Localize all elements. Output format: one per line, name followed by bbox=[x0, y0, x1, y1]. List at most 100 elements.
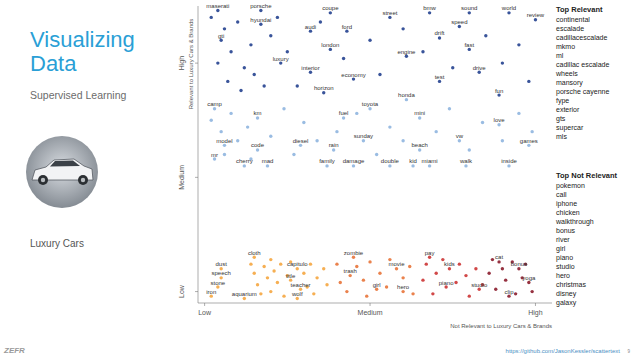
list-term: continental bbox=[556, 16, 590, 23]
list-term: iphone bbox=[556, 200, 577, 208]
point bbox=[435, 130, 438, 133]
term-label: cherry bbox=[236, 158, 253, 164]
point bbox=[229, 50, 232, 53]
point bbox=[329, 11, 332, 14]
point bbox=[378, 73, 381, 76]
point bbox=[408, 265, 411, 268]
term-label: hyundai bbox=[250, 17, 271, 23]
point bbox=[243, 297, 246, 300]
y-tick bbox=[195, 63, 198, 64]
point bbox=[421, 50, 424, 53]
subtitle: Supervised Learning bbox=[30, 89, 126, 101]
point bbox=[438, 36, 441, 39]
point bbox=[448, 267, 451, 270]
x-tick bbox=[535, 303, 536, 306]
x-axis-label: Not Relevant to Luxury Cars & Brands bbox=[450, 323, 552, 329]
list-term: mls bbox=[556, 133, 567, 140]
term-label: iron bbox=[206, 289, 216, 295]
slide-title: VisualizingData bbox=[30, 27, 135, 76]
point bbox=[302, 272, 305, 275]
term-label: fast bbox=[464, 42, 474, 48]
point bbox=[362, 139, 365, 142]
point bbox=[259, 23, 262, 26]
point bbox=[292, 153, 295, 156]
list-term: cadillac escalade bbox=[556, 61, 609, 68]
point bbox=[401, 139, 404, 142]
point bbox=[276, 281, 279, 284]
term-label: title bbox=[286, 273, 296, 279]
point bbox=[501, 267, 504, 270]
term-label: bonus bbox=[511, 261, 527, 267]
list-term: gts bbox=[556, 115, 566, 123]
y-tick-label: Low bbox=[178, 284, 185, 298]
term-label: model bbox=[216, 138, 232, 144]
list-term: girl bbox=[556, 245, 566, 253]
title-line: Data bbox=[30, 51, 77, 76]
term-label: bmw bbox=[423, 5, 436, 11]
point bbox=[395, 267, 398, 270]
term-label: honda bbox=[398, 92, 415, 98]
point bbox=[329, 48, 332, 51]
list-term: exterior bbox=[556, 106, 580, 113]
point bbox=[507, 294, 510, 297]
point bbox=[375, 153, 378, 156]
point bbox=[210, 294, 213, 297]
point bbox=[388, 125, 391, 128]
point bbox=[309, 262, 312, 265]
list-heading: Top Not Relevant bbox=[556, 171, 618, 180]
list-term: bonus bbox=[556, 227, 576, 234]
point bbox=[428, 11, 431, 14]
source-url: https://github.com/JasonKessler/scattert… bbox=[506, 348, 621, 354]
point bbox=[352, 77, 355, 80]
term-label: engine bbox=[397, 49, 416, 55]
point bbox=[322, 91, 325, 94]
list-term: fype bbox=[556, 97, 569, 105]
point bbox=[464, 164, 467, 167]
term-label: family bbox=[319, 158, 335, 164]
point bbox=[428, 164, 431, 167]
point bbox=[272, 269, 275, 272]
point bbox=[322, 267, 325, 270]
term-label: cloth bbox=[248, 250, 261, 256]
point bbox=[368, 107, 371, 110]
point bbox=[286, 50, 289, 53]
point bbox=[339, 281, 342, 284]
icon-circle bbox=[26, 136, 98, 208]
point bbox=[401, 276, 404, 279]
point bbox=[299, 144, 302, 147]
term-label: code bbox=[251, 142, 265, 148]
point bbox=[332, 148, 335, 151]
point bbox=[312, 292, 315, 295]
point bbox=[246, 125, 249, 128]
term-label: cat bbox=[495, 254, 503, 260]
term-label: yoga bbox=[522, 275, 536, 281]
car-window bbox=[50, 161, 80, 167]
point bbox=[501, 139, 504, 142]
point bbox=[451, 66, 454, 69]
x-tick-label: Medium bbox=[358, 309, 383, 316]
term-label: interior bbox=[301, 65, 319, 71]
point bbox=[517, 43, 520, 46]
term-label: rain bbox=[329, 142, 339, 148]
point bbox=[468, 11, 471, 14]
term-label: hero bbox=[397, 284, 410, 290]
point bbox=[468, 48, 471, 51]
point bbox=[481, 121, 484, 124]
point bbox=[448, 107, 451, 110]
list-term: studio bbox=[556, 263, 575, 270]
point bbox=[497, 260, 500, 263]
term-label: damage bbox=[343, 158, 365, 164]
point bbox=[249, 262, 252, 265]
point bbox=[256, 116, 259, 119]
point bbox=[514, 292, 517, 295]
list-term: walkthrough bbox=[555, 218, 594, 226]
point bbox=[435, 272, 438, 275]
point bbox=[249, 43, 252, 46]
term-label: km bbox=[254, 110, 262, 116]
term-label: vw bbox=[456, 133, 464, 139]
term-label: dust bbox=[215, 261, 227, 267]
point bbox=[504, 278, 507, 281]
point bbox=[239, 89, 242, 92]
term-label: mad bbox=[262, 158, 274, 164]
point bbox=[487, 272, 490, 275]
